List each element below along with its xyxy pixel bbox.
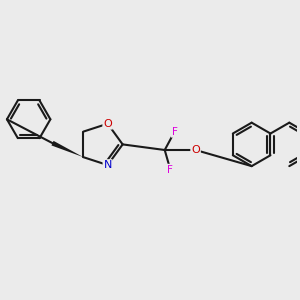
Text: N: N — [103, 160, 112, 170]
Text: O: O — [191, 145, 200, 155]
Polygon shape — [52, 141, 83, 157]
Text: F: F — [172, 127, 178, 137]
Text: F: F — [167, 165, 173, 175]
Text: O: O — [103, 119, 112, 129]
